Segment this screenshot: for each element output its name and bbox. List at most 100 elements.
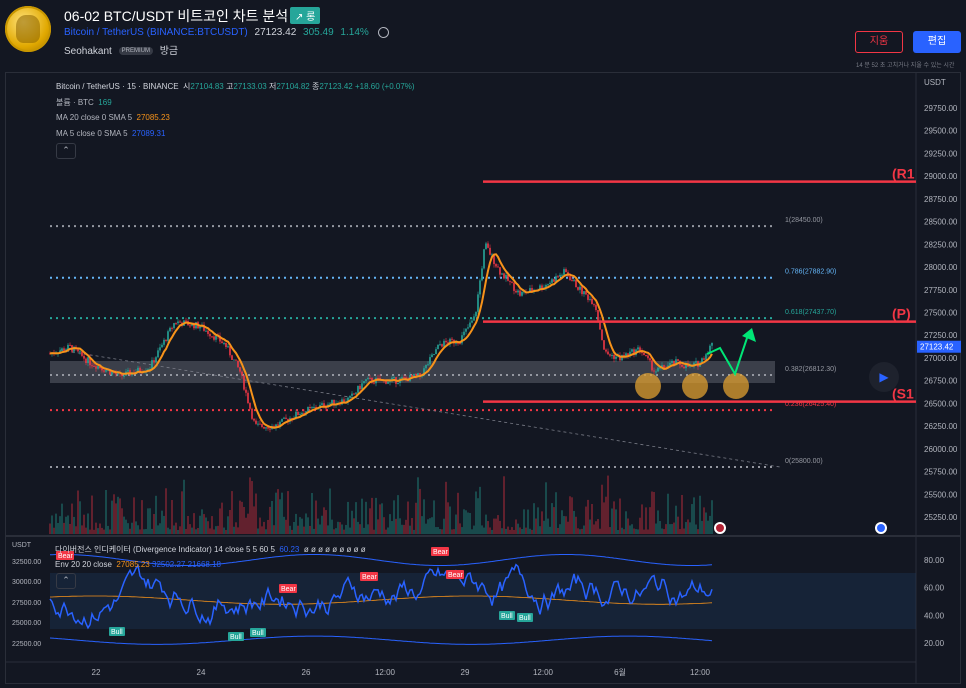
volume-bar bbox=[599, 528, 601, 534]
author-line: Seohakant PREMIUM 방금 bbox=[64, 42, 178, 57]
ma20-legend[interactable]: MA 20 close 0 SMA 5 27085.23 bbox=[56, 113, 170, 122]
volume-bar bbox=[189, 524, 191, 534]
volume-bar bbox=[489, 527, 491, 534]
bull-label: Bull bbox=[501, 613, 513, 620]
volume-bar bbox=[295, 513, 297, 534]
volume-bar bbox=[529, 528, 531, 534]
volume-bar bbox=[593, 524, 595, 534]
volume-bar bbox=[569, 496, 571, 534]
volume-bar bbox=[689, 522, 691, 534]
volume-bar bbox=[351, 510, 353, 534]
volume-bar bbox=[369, 508, 371, 534]
volume-bar bbox=[645, 507, 647, 534]
collapse-osc-button[interactable]: ⌃ bbox=[56, 573, 76, 589]
candle-body bbox=[185, 320, 187, 322]
candle-body bbox=[433, 353, 435, 355]
volume-bar bbox=[595, 521, 597, 534]
volume-bar bbox=[703, 507, 705, 534]
chart-frame[interactable] bbox=[5, 72, 961, 684]
price-tick: 28500.00 bbox=[924, 218, 958, 227]
candle-body bbox=[295, 411, 297, 418]
symbol-link[interactable]: Bitcoin / TetherUS bbox=[64, 27, 144, 39]
volume-bar bbox=[625, 511, 627, 534]
delete-button[interactable]: 지움 bbox=[855, 31, 903, 53]
candle-body bbox=[429, 357, 431, 365]
volume-bar bbox=[361, 498, 363, 534]
volume-bar bbox=[375, 497, 377, 534]
author-name[interactable]: Seohakant bbox=[64, 46, 112, 57]
candle-body bbox=[711, 342, 713, 346]
volume-bar bbox=[99, 523, 101, 534]
candle-body bbox=[127, 370, 129, 372]
volume-bar bbox=[235, 522, 237, 534]
volume-bar bbox=[381, 503, 383, 534]
volume-bar bbox=[527, 509, 529, 534]
volume-bar bbox=[171, 499, 173, 534]
volume-bar bbox=[479, 486, 481, 534]
candle-body bbox=[401, 377, 403, 379]
volume-bar bbox=[701, 520, 703, 534]
exchange-link[interactable]: (BINANCE:BTCUSDT) bbox=[146, 27, 248, 39]
play-replay-button[interactable]: ▶ bbox=[869, 362, 899, 392]
candle-body bbox=[199, 326, 201, 329]
volume-bar bbox=[559, 524, 561, 534]
volume-bar bbox=[439, 528, 441, 534]
volume-bar bbox=[563, 516, 565, 534]
volume-bar bbox=[673, 522, 675, 534]
candle-body bbox=[593, 304, 595, 306]
price-tick: 28250.00 bbox=[924, 240, 958, 249]
candle-body bbox=[671, 360, 673, 363]
volume-bar bbox=[161, 510, 163, 534]
candle-body bbox=[259, 423, 261, 425]
candle-body bbox=[495, 264, 497, 267]
edit-button[interactable]: 편집 bbox=[913, 31, 961, 53]
bull-label: Bull bbox=[230, 634, 242, 641]
volume-bar bbox=[273, 525, 275, 534]
candle-body bbox=[49, 353, 51, 355]
volume-bar bbox=[643, 529, 645, 534]
envelope-legend[interactable]: Env 20 20 close 27085.23 32502.27 21668.… bbox=[55, 560, 221, 569]
volume-bar bbox=[221, 502, 223, 534]
volume-legend[interactable]: 볼륨 · BTC 169 bbox=[56, 97, 112, 108]
bear-label: Bear bbox=[58, 553, 73, 560]
volume-bar bbox=[639, 517, 641, 534]
candle-body bbox=[443, 340, 445, 347]
ma5-legend[interactable]: MA 5 close 0 SMA 5 27089.31 bbox=[56, 129, 165, 138]
open-label: 시 bbox=[183, 82, 191, 91]
alarm-clock-icon[interactable] bbox=[377, 27, 389, 38]
candle-body bbox=[653, 370, 655, 372]
volume-bar bbox=[667, 493, 669, 534]
candle-body bbox=[531, 288, 533, 292]
fib-label: 0.382(26812.30) bbox=[785, 366, 836, 373]
oscillator-legend[interactable]: 다이버전스 인디케이터 (Divergence Indicator) 14 cl… bbox=[55, 544, 366, 555]
volume-bar bbox=[611, 508, 613, 534]
oscillator-markers-text: ø ø ø ø ø ø ø ø ø bbox=[303, 545, 366, 554]
volume-bar bbox=[285, 519, 287, 534]
volume-bar bbox=[241, 501, 243, 534]
candle-body bbox=[459, 342, 461, 344]
volume-bar bbox=[117, 496, 119, 534]
volume-bar bbox=[199, 515, 201, 534]
volume-bar bbox=[187, 515, 189, 534]
candle-body bbox=[435, 349, 437, 354]
candle-body bbox=[285, 417, 287, 419]
volume-bar bbox=[633, 528, 635, 534]
volume-bar bbox=[257, 528, 259, 534]
candle-body bbox=[81, 351, 83, 356]
volume-bar bbox=[53, 527, 55, 534]
volume-bar bbox=[425, 523, 427, 534]
candle-body bbox=[649, 358, 651, 361]
candle-body bbox=[167, 331, 169, 341]
candle-body bbox=[263, 426, 265, 429]
candle-body bbox=[219, 335, 221, 342]
bear-label: Bear bbox=[433, 549, 448, 556]
candle-body bbox=[485, 243, 487, 250]
collapse-legend-button[interactable]: ⌃ bbox=[56, 143, 76, 159]
legend-symbol[interactable]: Bitcoin / TetherUS · 15 · BINANCE bbox=[56, 82, 179, 91]
volume-bar bbox=[225, 529, 227, 534]
candle-body bbox=[577, 287, 579, 290]
candle-body bbox=[343, 399, 345, 402]
candle-body bbox=[659, 367, 661, 369]
volume-bar bbox=[539, 526, 541, 534]
